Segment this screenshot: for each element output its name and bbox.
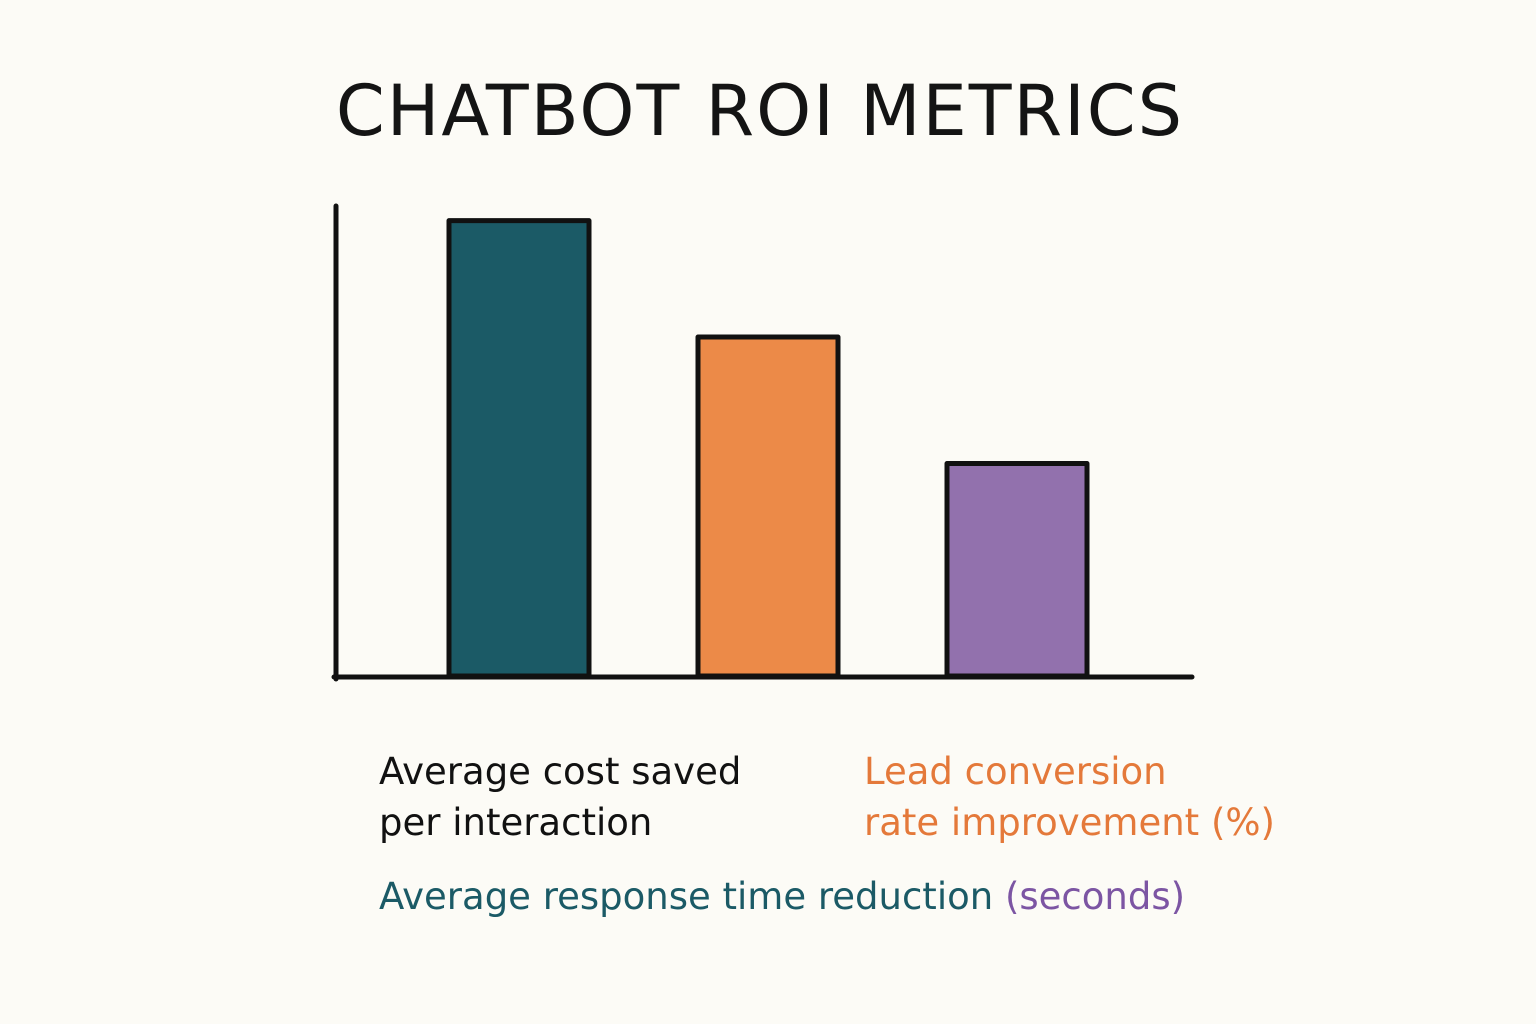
- annotation-response-time: Average response time reduction (seconds…: [379, 871, 1185, 922]
- annotation-cost-saved: Average cost saved per interaction: [379, 746, 741, 848]
- bars-group: [446, 218, 1090, 679]
- bar-3: [944, 460, 1090, 679]
- chart-title: CHATBOT ROI METRICS: [335, 70, 1185, 152]
- annotation-response-time-text: Average response time reduction: [379, 875, 994, 918]
- annotation-lead-conversion-line-2: rate improvement (%): [864, 801, 1275, 844]
- annotation-cost-saved-line-1: Average cost saved: [379, 750, 742, 793]
- annotation-cost-saved-line-2: per interaction: [379, 801, 653, 844]
- bar-2: [695, 334, 841, 679]
- annotation-lead-conversion-line-1: Lead conversion: [864, 750, 1167, 793]
- annotation-lead-conversion: Lead conversion rate improvement (%): [864, 746, 1275, 848]
- annotation-seconds-unit: (seconds): [1004, 875, 1186, 918]
- bar-1: [446, 218, 592, 679]
